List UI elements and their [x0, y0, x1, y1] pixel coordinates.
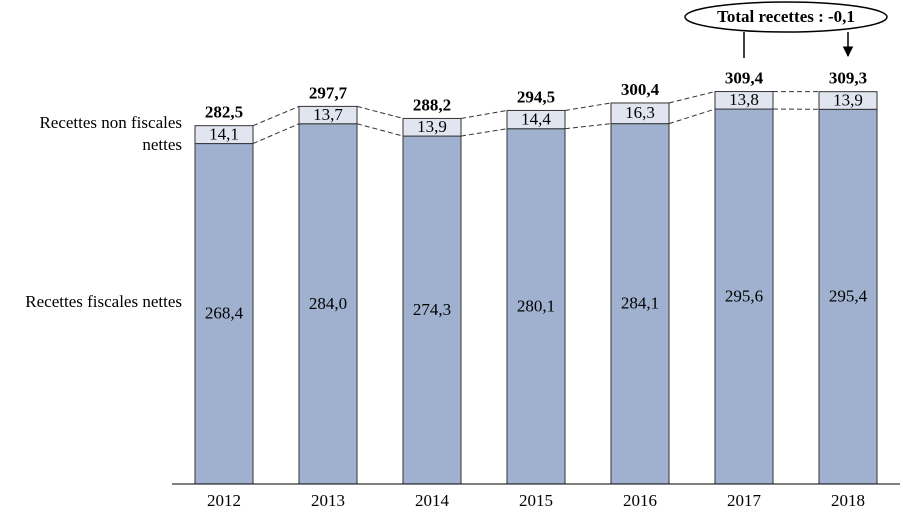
total-label: 282,5 — [205, 103, 243, 122]
value-label: 280,1 — [517, 296, 555, 315]
x-tick-label: 2015 — [519, 491, 553, 510]
bar-segment — [506, 109, 566, 130]
annotation: Total recettes : -0,1 — [717, 7, 855, 26]
connector — [460, 128, 508, 137]
connector — [564, 123, 612, 130]
connector — [668, 108, 716, 125]
value-label: 295,6 — [725, 286, 763, 305]
connector — [252, 123, 300, 145]
bar-segment — [194, 143, 254, 485]
x-tick-label: 2018 — [831, 491, 865, 510]
bar-segment — [610, 123, 670, 485]
connector — [460, 109, 508, 119]
value-label: 284,0 — [309, 294, 347, 313]
value-label: 295,4 — [829, 287, 868, 306]
bar-segment — [714, 108, 774, 485]
value-label: 274,3 — [413, 300, 451, 319]
bar-segment — [402, 135, 462, 485]
value-label: 14,1 — [209, 125, 239, 144]
value-label: 284,1 — [621, 294, 659, 313]
value-label: 13,7 — [313, 105, 343, 124]
bar-segment — [714, 91, 774, 110]
connector — [564, 102, 612, 111]
x-tick-label: 2013 — [311, 491, 345, 510]
connector — [356, 123, 404, 137]
bar-segment — [402, 117, 462, 137]
bar-segment — [610, 102, 670, 125]
total-label: 309,4 — [725, 68, 764, 87]
x-tick-label: 2012 — [207, 491, 241, 510]
total-label: 288,2 — [413, 95, 451, 114]
bar-segment — [298, 123, 358, 485]
bar-segment — [194, 125, 254, 145]
total-label: 300,4 — [621, 80, 660, 99]
bar-segment — [506, 128, 566, 485]
bar-segment — [298, 105, 358, 125]
bar-segment — [818, 108, 878, 485]
connector — [252, 105, 300, 127]
series-label: Recettes fiscales nettes — [25, 292, 182, 311]
total-label: 297,7 — [309, 83, 348, 102]
connector — [356, 105, 404, 119]
x-tick-label: 2016 — [623, 491, 657, 510]
value-label: 13,9 — [833, 90, 863, 109]
value-label: 268,4 — [205, 304, 244, 323]
x-tick-label: 2017 — [727, 491, 762, 510]
value-label: 13,9 — [417, 117, 447, 136]
x-tick-label: 2014 — [415, 491, 450, 510]
annotation-ellipse — [684, 1, 888, 33]
value-label: 16,3 — [625, 103, 655, 122]
total-label: 309,3 — [829, 69, 867, 88]
series-label: Recettes non fiscales nettes — [39, 113, 182, 154]
value-label: 14,4 — [521, 109, 551, 128]
value-label: 13,8 — [729, 90, 759, 109]
total-label: 294,5 — [517, 87, 555, 106]
bar-segment — [818, 91, 878, 110]
connector — [668, 91, 716, 104]
